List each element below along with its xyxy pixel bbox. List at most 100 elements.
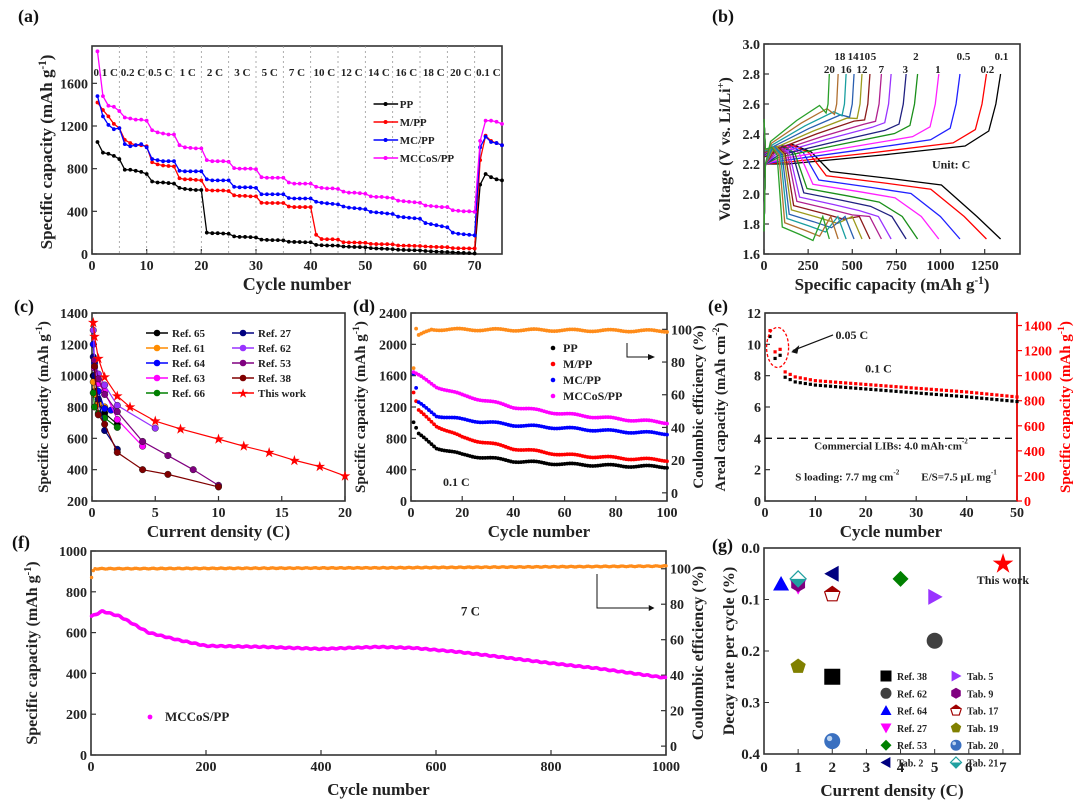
y-tick-label: 0.2 [741, 644, 760, 660]
y-tick-label: 2.2 [743, 158, 761, 173]
panel-g: 0 1 2 3 4 5 6 7 0.0 0.1 0.2 0.3 0.4 (g) ★This work Ref.… [712, 535, 1029, 800]
y2-tick-label: 600 [1024, 420, 1045, 435]
y-axis-title: Voltage (V vs. Li/Li+) [716, 77, 734, 221]
legend-label: Ref. 38 [897, 672, 927, 683]
y2-tick-label: 1000 [1024, 370, 1052, 385]
data-point [292, 181, 297, 186]
data-point [1015, 395, 1019, 399]
data-point [808, 378, 812, 382]
legend-marker [383, 102, 388, 106]
curve-label: 12 [856, 64, 868, 76]
data-point [1010, 394, 1014, 399]
x-tick-label: 4 [897, 760, 905, 776]
data-point [314, 243, 319, 247]
data-point [975, 396, 979, 400]
marker-pentagon [950, 722, 962, 733]
x-tick-label: 30 [909, 506, 923, 521]
data-point [439, 249, 444, 254]
data-point [418, 244, 422, 248]
panel-e: 0 10 20 30 40 50024681012(e)02004006008001000… [708, 296, 1074, 541]
data-point [864, 387, 868, 391]
y-tick-label: 10 [747, 338, 761, 353]
data-point [427, 408, 431, 412]
data-point [423, 221, 428, 225]
x-axis-title: Cycle number [840, 522, 943, 541]
data-point [423, 249, 428, 253]
annotation: 0.05 C [836, 328, 869, 342]
y-tick-label: 0.1 [741, 593, 760, 609]
data-point [788, 372, 792, 377]
y2-tick-label: 60 [670, 634, 684, 649]
star-marker: ★ [99, 370, 110, 384]
data-point [461, 232, 466, 237]
data-point [210, 231, 215, 236]
data-point [232, 166, 237, 171]
data-point [172, 181, 176, 186]
data-point [363, 191, 368, 196]
rate-label: 7 C [289, 67, 305, 79]
data-point [128, 116, 133, 121]
legend-marker [550, 345, 556, 351]
data-point [411, 420, 416, 425]
data-point [445, 245, 450, 250]
y-tick-label: 2.0 [743, 188, 761, 203]
y-tick-label: 2 [754, 464, 761, 479]
data-point [874, 388, 878, 392]
data-point [823, 384, 828, 388]
legend-label: Ref. 53 [258, 358, 291, 370]
ball-marker [113, 448, 121, 456]
data-point [396, 243, 401, 248]
data-point [204, 158, 209, 163]
data-point [226, 231, 231, 236]
legend-label: Ref. 64 [172, 358, 205, 370]
data-point [259, 237, 264, 242]
data-point [844, 385, 848, 390]
data-point [401, 243, 406, 248]
data-point [139, 169, 144, 174]
data-point [357, 206, 362, 211]
panel-label: (b) [712, 6, 734, 27]
data-point [798, 381, 802, 385]
legend-label: M/PP [563, 357, 592, 371]
x-tick-label: 10 [808, 506, 822, 521]
data-point [461, 246, 466, 251]
data-point [122, 142, 127, 147]
x-tick-label: 20 [455, 506, 469, 521]
data-point [980, 396, 984, 400]
data-point [959, 394, 964, 399]
data-point [859, 386, 863, 391]
reference-label: Commercial LIBs: 4.0 mAh·cm-2 [814, 437, 968, 452]
data-point [396, 214, 401, 219]
data-point [833, 385, 838, 389]
star-marker: ★ [89, 330, 100, 344]
legend-marker [550, 377, 556, 383]
data-point [429, 249, 433, 254]
data-point [254, 235, 258, 240]
data-point [193, 169, 198, 174]
panel-d: 0 20 40 60 80 100 0 400 800 1200 1600 2000 2400 (d) 0 2… [351, 296, 707, 541]
data-point [944, 388, 949, 393]
star-marker: ★ [238, 439, 249, 453]
y-tick-label: 0 [754, 495, 761, 510]
marker-pentagon [790, 658, 806, 673]
data-point [450, 246, 455, 251]
y2-tick-label: 0 [670, 740, 677, 755]
x-tick-label: 1250 [971, 259, 999, 274]
data-point [166, 132, 171, 137]
data-point [336, 237, 340, 242]
data-point [275, 238, 280, 243]
data-point [325, 237, 329, 242]
x-tick-label: 0 [762, 506, 769, 521]
marker-triangle-left [880, 757, 891, 768]
legend-label: Tab. 5 [967, 672, 993, 683]
curve-label: 2 [913, 51, 919, 63]
legend-marker [147, 714, 153, 720]
data-point [483, 172, 488, 176]
x-tick-label: 500 [842, 259, 863, 274]
data-point [854, 386, 858, 390]
y-tick-label: 1000 [60, 370, 88, 385]
data-point [347, 205, 351, 210]
data-point [899, 390, 903, 394]
marker-star: ★ [992, 552, 1013, 578]
